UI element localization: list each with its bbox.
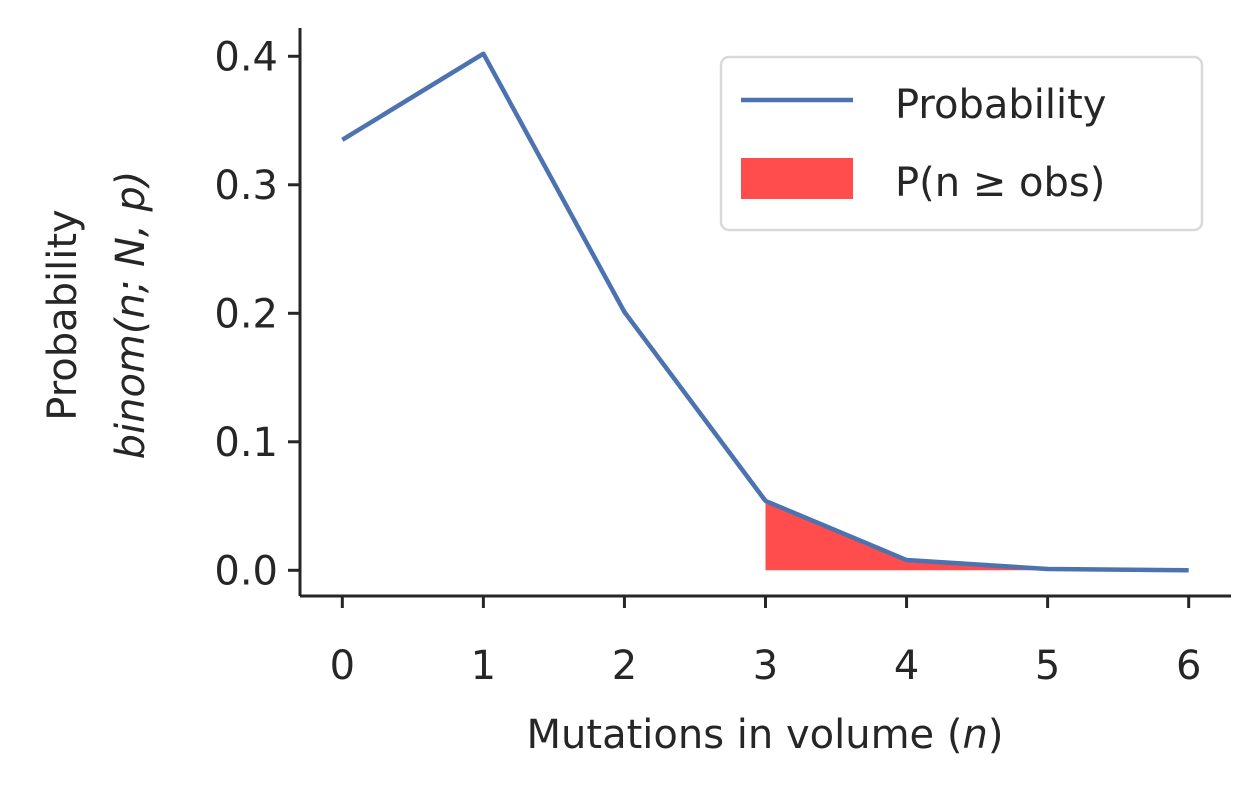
plot-area [341, 51, 1189, 573]
legend-swatch-tail [741, 158, 853, 199]
x-tick-label: 1 [471, 643, 496, 689]
y-ticks: 0.0 0.1 0.2 0.3 0.4 [214, 34, 300, 594]
y-tick-label: 0.1 [214, 420, 278, 466]
probability-line [341, 51, 1189, 573]
x-tick-label: 3 [753, 643, 778, 689]
x-tick-label: 4 [894, 643, 919, 689]
legend-label-tail: P(n ≥ obs) [895, 160, 1105, 206]
y-axis-label: Probability binom(n; N, p) [40, 171, 154, 460]
y-tick-label: 0.0 [214, 548, 278, 594]
tail-probability-area [765, 500, 1189, 571]
y-axis-label-line2: binom(n; N, p) [108, 171, 154, 460]
x-tick-label: 0 [330, 643, 355, 689]
y-tick-label: 0.4 [214, 34, 278, 80]
y-tick-label: 0.3 [214, 163, 278, 209]
x-tick-label: 2 [612, 643, 637, 689]
legend: Probability P(n ≥ obs) [719, 55, 1204, 232]
legend-label-probability: Probability [895, 82, 1106, 128]
x-tick-label: 6 [1176, 643, 1201, 689]
y-axis-label-line1: Probability [40, 209, 86, 420]
x-axis-label: Mutations in volume (n) [527, 712, 1004, 758]
x-ticks: 0 1 2 3 4 5 6 [330, 596, 1201, 689]
y-tick-label: 0.2 [214, 291, 278, 337]
x-tick-label: 5 [1035, 643, 1060, 689]
